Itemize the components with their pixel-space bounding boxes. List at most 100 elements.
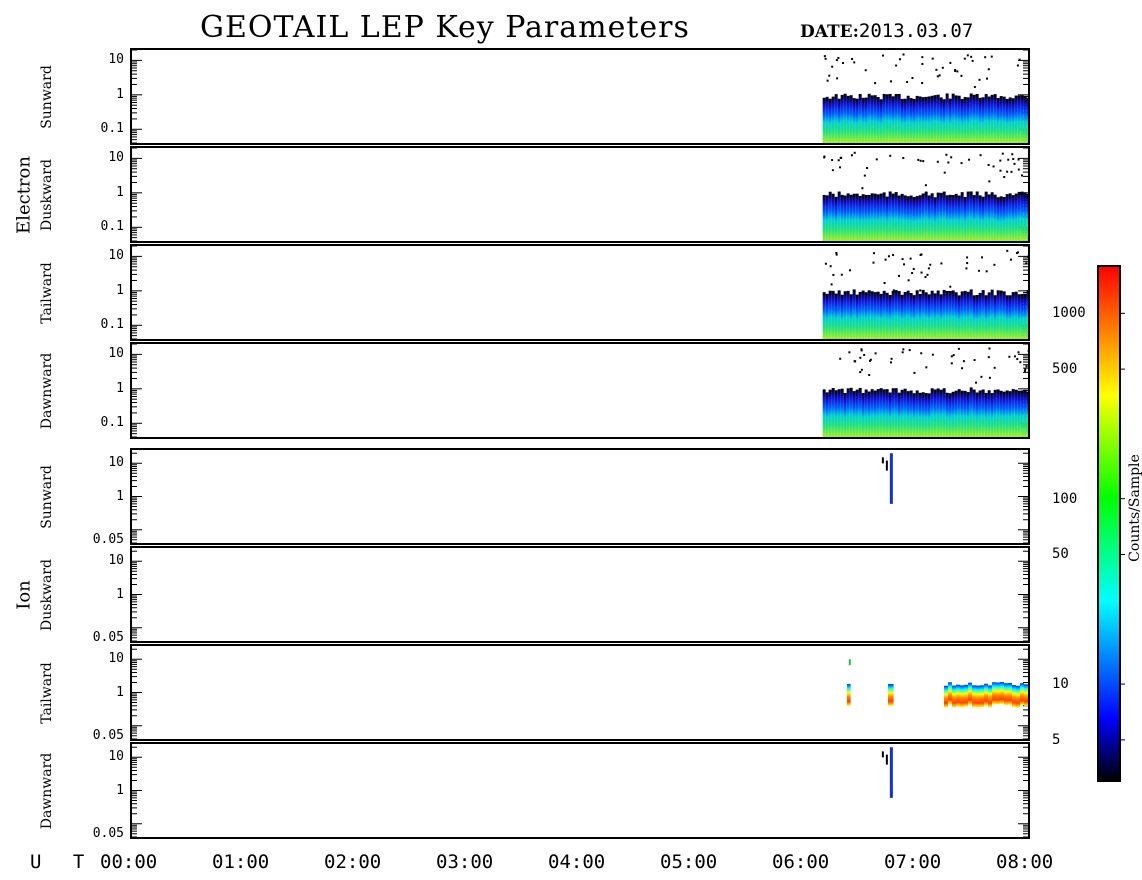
count-dot <box>841 61 844 64</box>
electron-spectrum-duskward <box>843 195 847 241</box>
count-dot <box>861 187 864 190</box>
electron-spectrum-tailward <box>891 290 895 339</box>
chart-title: GEOTAIL LEP Key Parameters <box>200 10 690 45</box>
count-dot <box>936 75 939 78</box>
electron-spectrum-sunward <box>1002 96 1006 143</box>
count-dot <box>911 77 914 80</box>
count-dot <box>831 169 834 172</box>
count-dot <box>1021 174 1024 177</box>
count-dot <box>1017 251 1020 254</box>
electron-spectrum-tailward <box>822 292 826 339</box>
count-dot <box>823 55 826 58</box>
ion-burst <box>846 684 851 706</box>
electron-spectrum-sunward <box>900 98 904 143</box>
electron-spectrum-duskward <box>897 195 901 241</box>
y-tick-label: 0.1 <box>100 219 124 235</box>
y-tick-label: 0.05 <box>92 531 124 547</box>
colorbar-tick-label: 500 <box>1052 361 1078 378</box>
ion-spectrum-tailward <box>984 683 988 706</box>
count-dot <box>909 257 912 260</box>
electron-spectrum-dawnward <box>852 391 856 437</box>
panel-label-electron-duskward: Duskward <box>39 158 55 231</box>
electron-spectrum-sunward <box>849 95 853 143</box>
count-dot <box>922 160 925 163</box>
electron-spectrum-dawnward <box>936 388 940 437</box>
ion-spectrum-tailward <box>988 685 992 708</box>
count-dot <box>830 283 833 286</box>
electron-spectrum-tailward <box>831 290 835 339</box>
electron-spectrum-duskward <box>849 194 853 241</box>
electron-spectrum-tailward <box>837 290 841 339</box>
electron-spectrum-tailward <box>879 293 883 339</box>
count-dot <box>963 57 966 60</box>
count-dot <box>966 262 969 265</box>
electron-spectrum-sunward <box>927 96 931 143</box>
electron-spectrum-tailward <box>993 295 997 339</box>
count-dot <box>860 368 863 371</box>
electron-spectrum-tailward <box>894 290 898 339</box>
panel-label-electron-tailward: Tailward <box>39 261 55 324</box>
electron-spectrum-sunward <box>945 93 949 143</box>
y-tick-label: 0.05 <box>92 629 124 645</box>
electron-spectrum-tailward <box>876 291 880 339</box>
electron-spectrum-tailward <box>957 295 961 339</box>
x-tick-label: 00:00 <box>100 851 158 873</box>
electron-spectrum-sunward <box>1008 97 1012 143</box>
electron-spectrum-dawnward <box>1002 391 1006 437</box>
electron-spectrum-dawnward <box>921 392 925 437</box>
panel-electron-tailward <box>130 244 1030 341</box>
count-dot <box>960 162 963 165</box>
y-tick-label: 10 <box>108 150 124 166</box>
y-tick-label: 1 <box>116 782 124 798</box>
count-dot <box>965 267 968 270</box>
electron-spectrum-dawnward <box>963 390 967 437</box>
electron-spectrum-tailward <box>840 294 844 339</box>
count-dot <box>945 153 948 156</box>
electron-spectrum-duskward <box>948 194 952 241</box>
electron-spectrum-duskward <box>828 191 832 241</box>
electron-spectrum-duskward <box>918 195 922 241</box>
count-dot <box>907 279 910 282</box>
electron-spectrum-dawnward <box>891 388 895 437</box>
electron-spectrum-tailward <box>960 291 964 339</box>
count-dot <box>993 263 996 266</box>
electron-spectrum-sunward <box>951 93 955 143</box>
count-dot <box>911 272 914 275</box>
electron-spectrum-duskward <box>870 193 874 241</box>
y-tick-label: 10 <box>108 651 124 667</box>
electron-spectrum-sunward <box>906 95 910 143</box>
spectrogram-canvas <box>132 246 1028 339</box>
electron-spectrum-dawnward <box>999 390 1003 437</box>
electron-spectrum-tailward <box>966 291 970 339</box>
electron-spectrum-tailward <box>870 291 874 339</box>
count-dot <box>829 265 832 268</box>
electron-spectrum-duskward <box>1026 194 1028 241</box>
count-dot <box>860 349 863 352</box>
electron-spectrum-tailward <box>867 290 871 339</box>
count-dot <box>1019 361 1022 364</box>
count-dot <box>895 64 898 67</box>
count-dot <box>924 184 927 187</box>
electron-spectrum-sunward <box>981 97 985 143</box>
colorbar-gradient <box>1097 265 1121 782</box>
count-dot <box>977 269 980 272</box>
electron-spectrum-duskward <box>1008 193 1012 241</box>
electron-spectrum-sunward <box>972 94 976 143</box>
colorbar-tick-label: 50 <box>1052 546 1069 563</box>
electron-spectrum-sunward <box>996 98 1000 143</box>
electron-spectrum-duskward <box>894 192 898 241</box>
ion-spectrum-tailward <box>1016 685 1020 708</box>
count-dot <box>866 167 869 170</box>
electron-spectrum-tailward <box>990 289 994 339</box>
y-tick-label: 1 <box>116 282 124 298</box>
count-dot <box>824 262 827 265</box>
electron-spectrum-dawnward <box>870 389 874 437</box>
count-dot <box>1023 369 1026 372</box>
electron-spectrum-sunward <box>915 95 919 143</box>
x-tick-label: 08:00 <box>996 851 1054 873</box>
electron-spectrum-duskward <box>1011 195 1015 241</box>
count-dot <box>902 53 905 56</box>
count-dot <box>1001 152 1004 155</box>
count-dot <box>993 366 996 369</box>
x-tick-label: 01:00 <box>212 851 270 873</box>
